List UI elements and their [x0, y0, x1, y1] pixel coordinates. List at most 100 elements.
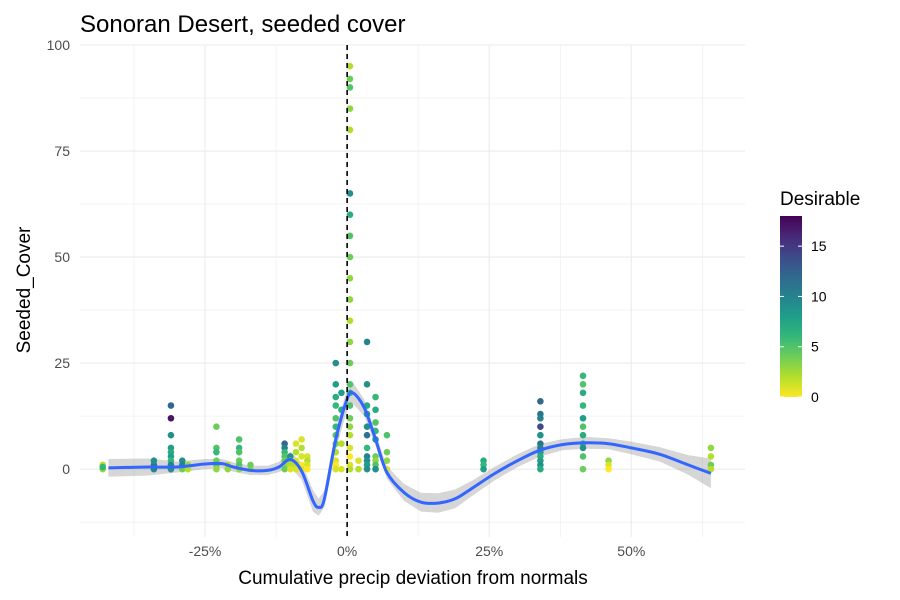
data-point [480, 465, 487, 473]
y-tick-label: 75 [54, 143, 70, 159]
data-point [346, 190, 354, 197]
data-point [346, 211, 354, 218]
data-points [99, 62, 715, 473]
data-point [372, 393, 379, 401]
data-point [304, 465, 311, 473]
x-tick-label: -25% [189, 543, 222, 559]
data-point [537, 414, 544, 422]
data-point [363, 465, 371, 473]
confidence-band [108, 382, 711, 516]
smooth-line [108, 390, 712, 509]
data-point [346, 465, 354, 473]
data-point [298, 444, 305, 452]
data-point [292, 440, 300, 447]
data-point [235, 436, 243, 443]
data-point [355, 465, 362, 473]
data-point [332, 393, 340, 401]
data-point [346, 105, 354, 112]
data-point [213, 423, 220, 431]
data-point [383, 448, 391, 456]
data-point [346, 381, 354, 388]
data-point [332, 414, 340, 422]
data-point [372, 465, 379, 473]
data-point [346, 359, 354, 367]
data-point [247, 461, 254, 469]
data-point [346, 444, 354, 452]
data-point [579, 423, 587, 431]
data-point [338, 389, 345, 397]
data-point [707, 465, 715, 473]
data-point [707, 444, 715, 452]
data-point [372, 419, 379, 426]
data-point [707, 453, 715, 460]
chart-title: Sonoran Desert, seeded cover [80, 11, 406, 38]
data-point [346, 126, 354, 134]
data-point [213, 448, 220, 456]
data-point [579, 381, 587, 388]
data-point [363, 444, 371, 452]
legend-title: Desirable [780, 189, 860, 210]
data-point [167, 402, 175, 409]
data-point [605, 465, 612, 473]
data-point [537, 465, 544, 473]
data-point [363, 423, 371, 431]
data-point [537, 397, 544, 405]
data-point [298, 436, 305, 443]
y-tick-label: 50 [54, 249, 70, 265]
data-point [346, 431, 354, 439]
data-point [383, 457, 391, 464]
data-point [346, 232, 354, 240]
data-point [363, 338, 371, 346]
data-point [346, 75, 354, 83]
data-point [167, 431, 175, 439]
data-point [346, 296, 354, 303]
data-point [286, 465, 294, 473]
x-tick-label: 50% [617, 543, 645, 559]
x-tick-label: 25% [475, 543, 503, 559]
data-point [579, 372, 587, 380]
data-point [372, 406, 379, 414]
data-point [579, 402, 587, 409]
data-point [346, 423, 354, 431]
data-point [346, 317, 354, 324]
data-point [332, 359, 340, 367]
y-tick-label: 100 [47, 37, 71, 53]
color-legend: Desirable 0 5 10 15 [780, 189, 860, 405]
data-point [579, 414, 587, 422]
data-point [579, 389, 587, 397]
data-point [332, 402, 340, 409]
smooth-line-group [108, 390, 712, 509]
data-point [150, 457, 158, 464]
data-point [579, 444, 587, 452]
x-axis-title: Cumulative precip deviation from normals [238, 568, 588, 589]
data-point [579, 465, 587, 473]
legend-tick-label: 15 [811, 238, 827, 254]
data-point [332, 465, 340, 473]
data-point [346, 253, 354, 261]
data-point [213, 465, 220, 473]
data-point [292, 448, 300, 456]
data-point [99, 463, 107, 471]
data-point [281, 465, 288, 473]
y-axis-ticks: 0 25 50 75 100 [47, 37, 71, 477]
data-point [363, 431, 371, 439]
data-point [346, 453, 354, 460]
legend-colorbar [780, 216, 802, 397]
data-point [383, 431, 391, 439]
data-point [292, 465, 300, 473]
legend-tick-label: 10 [811, 288, 827, 304]
y-tick-label: 0 [62, 461, 70, 477]
data-point [346, 84, 354, 91]
confidence-band-area [108, 382, 711, 516]
data-point [338, 465, 345, 473]
data-point [346, 338, 354, 346]
data-point [346, 402, 354, 409]
y-tick-label: 25 [54, 355, 70, 371]
data-point [235, 448, 243, 456]
y-axis-title: Seeded_Cover [14, 226, 35, 353]
data-point [579, 453, 587, 460]
data-point [537, 431, 544, 439]
data-point [167, 414, 175, 422]
data-point [355, 457, 362, 464]
